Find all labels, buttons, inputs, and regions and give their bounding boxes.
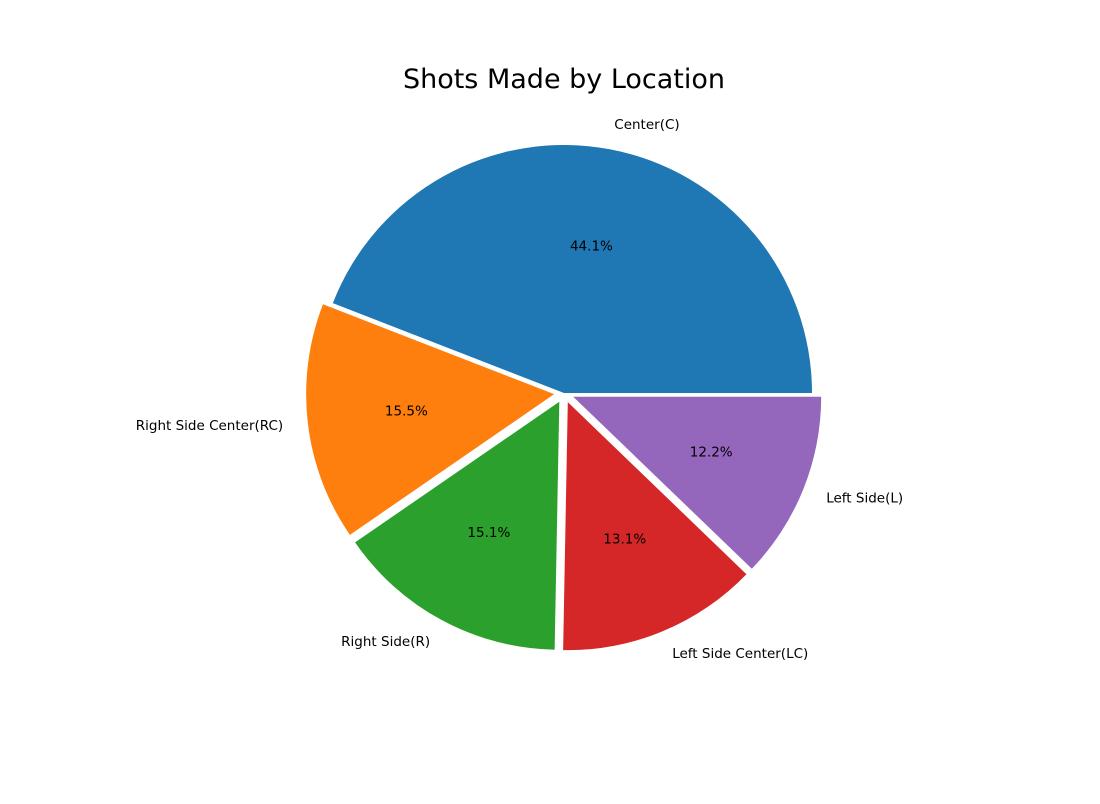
pie-slice-2 (355, 401, 560, 650)
pie-slice-3 (563, 402, 747, 651)
pie-slice-4 (573, 396, 822, 569)
slice-label-0: Center(C) (614, 117, 679, 133)
slice-label-2: Right Side(R) (341, 634, 430, 650)
chart-title: Shots Made by Location (403, 64, 725, 95)
pie-slice-0 (332, 145, 812, 393)
slice-percent-2: 15.1% (467, 525, 510, 541)
slices-layer (306, 145, 822, 651)
slice-percent-4: 12.2% (690, 444, 733, 460)
slice-percent-1: 15.5% (385, 403, 428, 419)
labels-layer: Center(C) 44.1% Right Side Center(RC) 15.5%… (136, 117, 903, 662)
slice-label-4: Left Side(L) (826, 491, 903, 507)
slice-percent-0: 44.1% (570, 239, 613, 255)
slice-label-1: Right Side Center(RC) (136, 418, 283, 434)
pie-slice-1 (306, 304, 555, 535)
slice-label-3: Left Side Center(LC) (672, 646, 808, 662)
slice-percent-3: 13.1% (603, 532, 646, 548)
